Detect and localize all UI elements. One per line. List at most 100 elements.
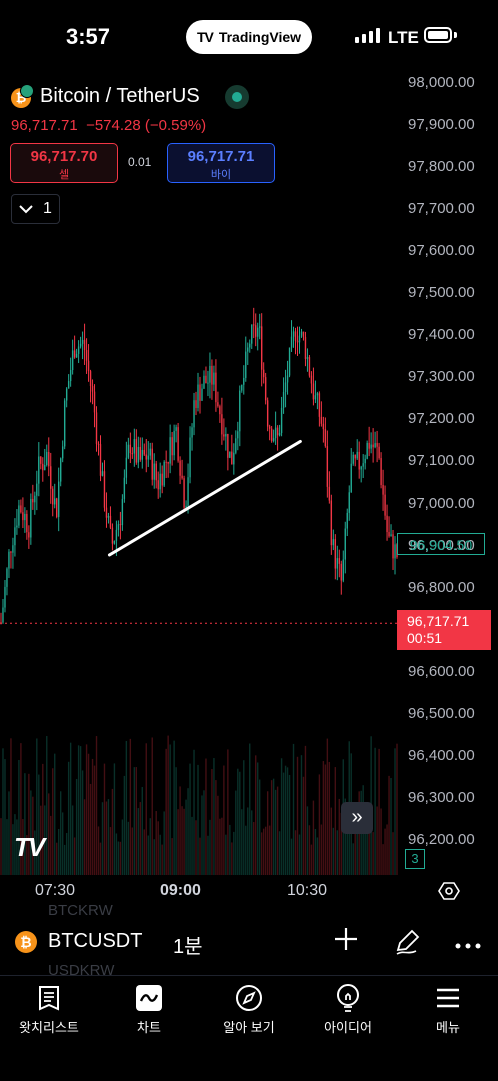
volume-bar [286,767,289,875]
volume-bar [320,824,323,875]
candle-body [40,456,42,464]
volume-bar [189,763,191,875]
volume-bar [30,790,32,875]
candle-body [312,383,315,400]
candle-body [316,393,319,396]
volume-bar [83,799,86,875]
volume-bar [48,793,50,875]
nav-menu[interactable]: 메뉴 [403,982,493,1036]
volume-scale-badge: 3 [405,849,425,869]
volume-bar [308,825,311,875]
tether-icon [20,84,34,98]
candle-body [89,371,92,387]
symbol-picker-next[interactable]: USDKRW [48,962,115,979]
chart-settings-icon[interactable] [438,880,460,907]
volume-bar [101,802,104,875]
candlestick-chart[interactable] [0,60,398,875]
volume-bar [205,758,207,875]
volume-bar [2,748,4,875]
candle-body [239,390,241,432]
symbol-selector[interactable]: BTCUSDT [48,930,143,952]
drawing-tools-button[interactable] [394,928,422,961]
price-tick: 97,600.00 [408,242,475,260]
candle-body [191,427,193,438]
nav-label: 왓치리스트 [19,1020,79,1035]
candle-body [10,551,12,553]
volume-bar [137,808,140,875]
candle-body [42,463,44,471]
more-options-button[interactable] [455,930,481,956]
candle-body [183,478,185,508]
sell-label: 셀 [58,169,70,181]
tradingview-pill[interactable]: TV TradingView [186,20,312,54]
volume-bar [390,778,392,875]
scroll-to-realtime-button[interactable]: » [341,802,373,834]
buy-button[interactable]: 96,717.71 바이 [167,143,275,183]
candle-body [241,384,243,391]
volume-bar [219,818,221,875]
volume-bar [119,841,122,875]
volume-bar [221,817,223,875]
candle-body [251,324,253,344]
plus-icon [335,928,357,950]
volume-bar [6,819,8,875]
candle-body [189,437,191,478]
candle-body [360,466,362,470]
nav-ideas[interactable]: 아이디어 [303,982,393,1036]
interval-selector[interactable]: 1분 [173,936,203,958]
nav-chart[interactable]: 차트 [104,982,194,1036]
symbol-title[interactable]: Bitcoin / TetherUS [40,85,200,107]
candle-body [211,365,213,385]
volume-bar [278,831,281,875]
nav-explore[interactable]: 알아 보기 [204,982,294,1036]
volume-bar [388,775,390,875]
volume-bar [59,791,62,875]
candle-body [95,412,98,444]
candle-body [167,461,169,464]
candle-body [197,384,199,408]
trendline-drawing[interactable] [107,439,302,557]
symbol-picker-prev[interactable]: BTCKRW [48,902,113,919]
volume-bar [378,748,380,875]
candle-body [342,559,344,581]
price-tick: 96,900.00 [408,536,475,554]
candle-body [272,438,275,442]
volume-bar [4,759,6,875]
lightbulb-icon [337,984,359,1012]
volume-bar [85,744,88,875]
volume-bar [298,834,301,875]
candle-body [111,527,114,544]
volume-bar [187,788,189,875]
candle-body [75,353,78,358]
sell-button[interactable]: 96,717.70 셀 [10,143,118,183]
candle-body [16,525,18,528]
candle-body [205,375,207,384]
candle-body [276,427,279,436]
candle-body [268,426,271,429]
volume-bar [215,780,217,875]
candle-body [59,458,62,482]
candle-body [79,343,82,347]
price-tick: 97,000.00 [408,494,475,512]
volume-bar [14,814,16,875]
candle-body [201,388,203,401]
add-button[interactable] [333,926,359,958]
volume-bar [201,795,203,875]
candle-body [14,527,16,546]
price-tick: 96,300.00 [408,788,475,806]
nav-watchlist[interactable]: 왓치리스트 [4,982,94,1036]
candle-body [93,391,96,413]
volume-bar [237,768,239,875]
collapse-indicators-button[interactable]: 1 [11,194,60,224]
candle-body [141,449,143,460]
volume-bar [32,796,34,875]
volume-bar [318,774,321,875]
volume-bar [167,735,169,875]
candle-body [278,432,281,436]
volume-bar [225,834,227,875]
candle-body [346,512,348,529]
volume-bar [213,758,215,875]
candle-body [390,534,392,537]
candle-body [209,365,211,383]
volume-bar [151,737,153,875]
